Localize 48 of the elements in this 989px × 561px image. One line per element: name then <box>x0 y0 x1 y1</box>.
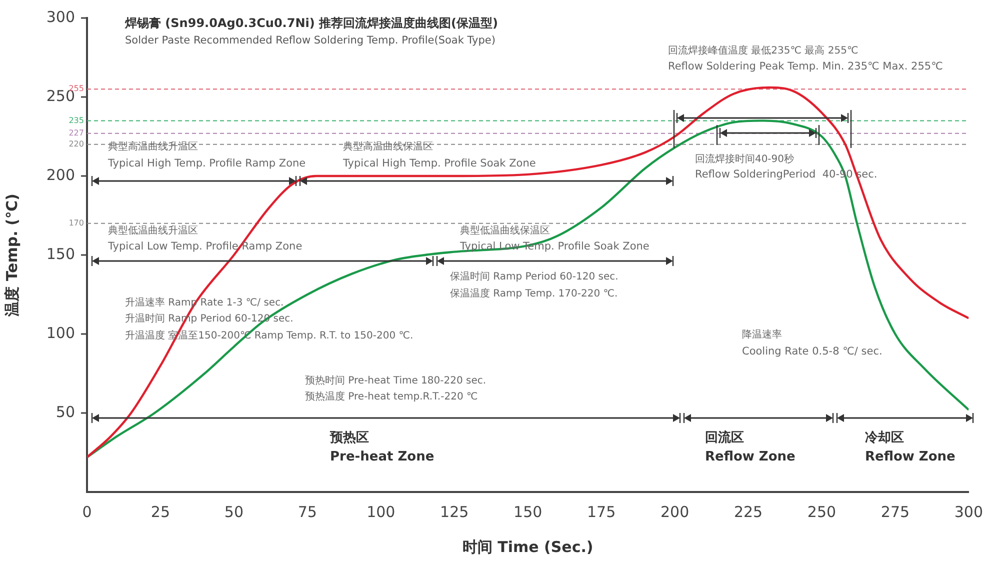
annotation: 冷却区 <box>865 430 904 446</box>
annotation: 预热区 <box>329 430 369 446</box>
annotation: 保温温度 Ramp Temp. 170-220 ℃. <box>450 288 618 300</box>
x-tick-label: 25 <box>150 502 170 521</box>
annotation: Reflow Soldering Peak Temp. Min. 235℃ Max. 255℃ <box>668 60 944 73</box>
annotation: Typical Low Temp. Profile Ramp Zone <box>107 240 302 253</box>
annotation: 典型低温曲线升温区 <box>108 224 198 237</box>
x-tick-label: 50 <box>224 502 244 521</box>
annotation: Pre-heat Zone <box>330 449 434 464</box>
x-tick-label: 175 <box>586 502 616 521</box>
x-tick-label: 275 <box>880 502 910 521</box>
chart-title: 焊锡膏 (Sn99.0Ag0.3Cu0.7Ni) 推荐回流焊接温度曲线图(保温型) <box>124 16 498 30</box>
y-axis-title: 温度 Temp. (℃) <box>2 194 21 318</box>
y-tick-label: 50 <box>56 402 75 421</box>
y-tick-label: 150 <box>46 244 75 263</box>
x-tick-label: 250 <box>807 502 836 521</box>
annotation: Reflow Zone <box>705 449 796 464</box>
x-tick-label: 125 <box>440 502 469 521</box>
ref-line-label: 220 <box>68 139 84 148</box>
x-axis-title: 时间 Time (Sec.) <box>462 538 594 556</box>
y-tick-label: 200 <box>46 166 75 184</box>
annotation: 回流焊接时间40-90秒 <box>694 152 794 165</box>
annotation: 典型高温曲线保温区 <box>343 140 433 153</box>
annotation: Cooling Rate 0.5-8 ℃/ sec. <box>742 346 882 358</box>
x-tick-label: 225 <box>734 502 763 521</box>
x-tick-label: 100 <box>366 502 396 521</box>
annotation: 典型低温曲线保温区 <box>460 224 550 237</box>
annotation: 回流焊接峰值温度 最低235℃ 最高 255℃ <box>668 44 858 57</box>
annotation: 回流区 <box>705 429 744 446</box>
annotation: 预热温度 Pre-heat temp.R.T.-220 ℃ <box>305 390 478 403</box>
annotation: 典型高温曲线升温区 <box>108 140 198 153</box>
annotation: Typical High Temp. Profile Ramp Zone <box>107 158 306 170</box>
x-tick-label: 150 <box>514 502 542 521</box>
ref-line-label: 170 <box>68 218 84 228</box>
annotation: Reflow Zone <box>865 449 956 464</box>
text: Solder Paste Recommended Reflow Soldering Temp. Profile(Soak Type) <box>125 34 496 47</box>
ref-line-label: 235 <box>68 116 84 125</box>
y-tick-label: 100 <box>46 324 75 342</box>
annotation: 保温时间 Ramp Period 60-120 sec. <box>450 270 618 283</box>
x-tick-label: 0 <box>82 502 92 521</box>
x-tick-label: 200 <box>660 502 690 521</box>
annotation: 预热时间 Pre-heat Time 180-220 sec. <box>305 374 486 387</box>
x-tick-label: 300 <box>954 502 984 521</box>
annotation: 降温速率 <box>742 328 782 341</box>
annotation: Typical High Temp. Profile Soak Zone <box>342 158 536 170</box>
ref-line-label: 227 <box>68 128 84 138</box>
y-tick-label: 300 <box>46 8 75 26</box>
x-tick-label: 75 <box>298 502 317 521</box>
